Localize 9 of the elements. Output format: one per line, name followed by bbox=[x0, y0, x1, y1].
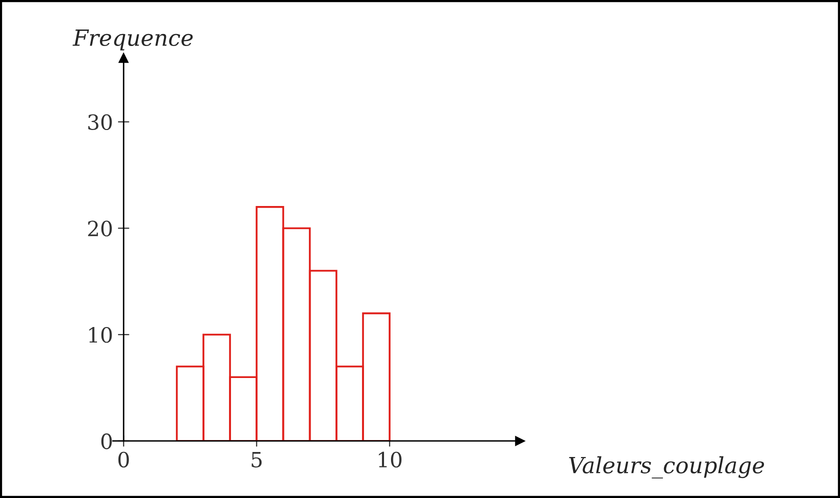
y-tick-label: 20 bbox=[88, 220, 112, 236]
x-axis-title: Valeurs_couplage bbox=[569, 456, 764, 478]
x-tick-label: 0 bbox=[118, 452, 129, 468]
y-tick-label: 0 bbox=[101, 433, 112, 450]
y-tick-label: 10 bbox=[89, 327, 112, 343]
y-tick-label: 30 bbox=[88, 114, 112, 130]
x-tick-label: 10 bbox=[378, 452, 402, 468]
x-tick-label: 5 bbox=[252, 452, 262, 468]
y-axis-title: Frequence bbox=[72, 30, 193, 50]
